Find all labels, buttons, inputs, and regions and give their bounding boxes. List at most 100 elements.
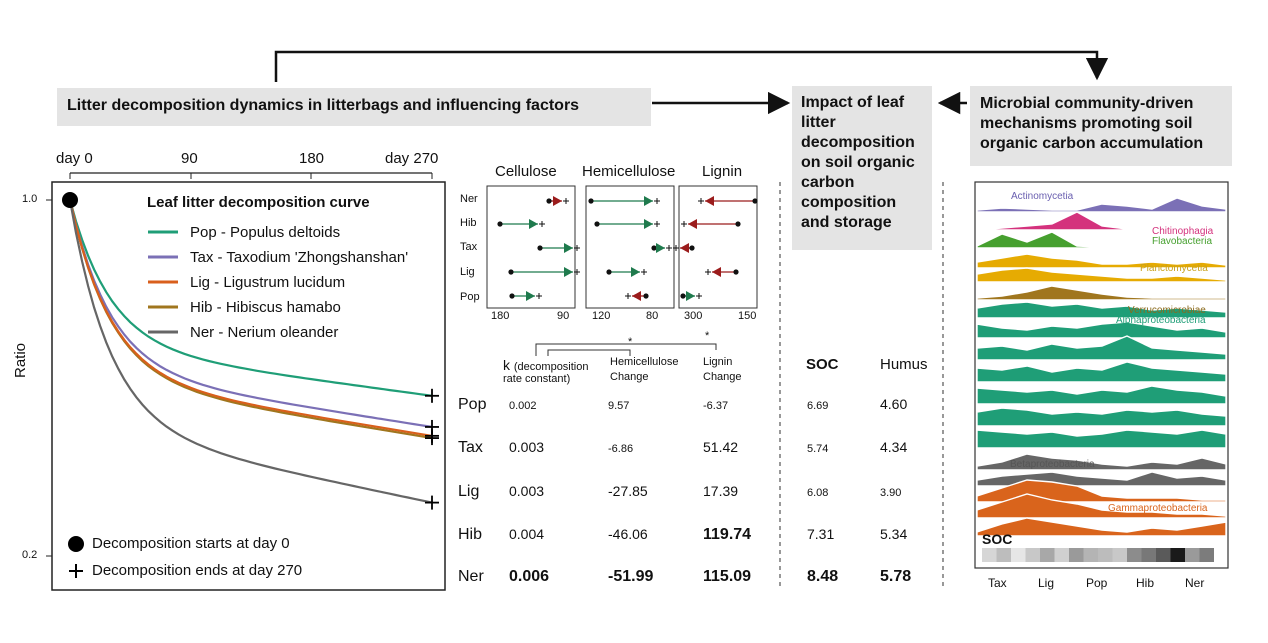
- end-marker: [425, 388, 439, 403]
- legend-item-hib: Hib - Hibiscus hamabo: [190, 299, 341, 316]
- component-panel-box: [486, 185, 576, 309]
- ridge-5: [976, 285, 1227, 301]
- header-right-line: mechanisms promoting soil: [980, 115, 1193, 132]
- ridge-16: [976, 493, 1227, 519]
- legend-end-marker: [69, 564, 83, 578]
- table-cell-name: Lig: [458, 483, 480, 500]
- taxon-label: Actinomycetia: [1011, 191, 1074, 202]
- table-cell-soc: 8.48: [807, 568, 839, 585]
- table-cell-name: Ner: [458, 568, 484, 585]
- connector-arrows: [274, 50, 1109, 115]
- panel-tick: 80: [646, 310, 659, 322]
- soc-bar-cell: [1141, 548, 1156, 562]
- table-cell-humus: 5.78: [880, 568, 912, 585]
- soc-bar-cell: [982, 548, 997, 562]
- microbe-panel: [974, 181, 1229, 569]
- k-header: k (decomposition: [503, 357, 589, 373]
- soc-bar-cell: [1098, 548, 1113, 562]
- legend-item-lig: Lig - Ligustrum lucidum: [190, 274, 346, 291]
- change-arrow: [546, 196, 569, 206]
- header-microbial: Microbial community-driven mechanisms pr…: [970, 86, 1232, 166]
- table-cell-k: 0.003: [509, 439, 545, 455]
- soc-bar-cell: [1185, 548, 1200, 562]
- ridge-4: [976, 267, 1227, 283]
- top-axis-label: day 270: [385, 150, 439, 167]
- table-cell-humus: 3.90: [880, 487, 902, 499]
- soc-bar-cell: [1011, 548, 1026, 562]
- table-cell-hemi: 9.57: [608, 400, 630, 412]
- taxon-label: Alphaproteobacteria: [1116, 315, 1206, 326]
- change-arrow: [508, 267, 580, 277]
- ridgelines: [976, 197, 1227, 537]
- taxon-label: Verrucomicrobiae: [1128, 305, 1206, 316]
- table-cell-soc: 6.08: [807, 487, 829, 499]
- table-cell-humus: 5.34: [880, 526, 908, 542]
- taxon-label: Gammaproteobacteria: [1108, 503, 1208, 514]
- ridge-3: [976, 253, 1227, 269]
- panel-row-label: Pop: [460, 291, 480, 303]
- header-mid-line: on soil organic: [801, 154, 915, 171]
- table-cell-lignin: 17.39: [703, 483, 739, 499]
- decay-curve-tax: [68, 199, 433, 428]
- panel-tick: 120: [592, 310, 611, 322]
- microbe-x-label: Pop: [1086, 576, 1108, 590]
- change-arrow: [681, 219, 741, 229]
- soc-header: SOC: [806, 356, 839, 373]
- humus-header: Humus: [880, 356, 928, 373]
- soc-bar-cell: [1040, 548, 1055, 562]
- header-right-line: organic carbon accumulation: [980, 135, 1204, 152]
- header-mid-line: Impact of leaf: [801, 94, 905, 111]
- table-cell-humus: 4.60: [880, 396, 908, 412]
- header-mid-line: carbon: [801, 174, 855, 191]
- ridge-10: [976, 385, 1227, 405]
- significance-brackets: [535, 343, 717, 356]
- taxon-label: Chitinophagia: [1152, 226, 1214, 237]
- ridge-8: [976, 335, 1227, 361]
- decay-chart-frame: [51, 181, 446, 591]
- header-mid-line: litter: [801, 114, 836, 131]
- soc-bar-cell: [1083, 548, 1098, 562]
- lignin-header: Lignin: [703, 356, 733, 368]
- marker-note-start: Decomposition starts at day 0: [92, 535, 290, 552]
- decay-chart: [46, 172, 446, 591]
- microbe-x-label: Ner: [1185, 576, 1205, 590]
- table-cell-hemi: -6.86: [608, 443, 634, 455]
- soc-bar-cell: [1025, 548, 1040, 562]
- legend-title: Leaf litter decomposition curve: [147, 194, 370, 211]
- top-axis-label: day 0: [56, 150, 93, 167]
- header-mid-line: decomposition: [801, 134, 915, 151]
- soc-bar-cell: [1069, 548, 1084, 562]
- table-cell-k: 0.004: [509, 526, 545, 542]
- end-marker: [425, 495, 439, 510]
- table-cell-hemi: -27.85: [608, 483, 648, 499]
- ridge-0: [976, 197, 1227, 213]
- decay-curves: [68, 199, 433, 504]
- change-arrow: [606, 267, 647, 277]
- panel-tick: 300: [684, 310, 703, 322]
- significance-star: *: [705, 330, 710, 342]
- microbe-x-label: Lig: [1038, 576, 1055, 590]
- decay-curve-pop: [68, 199, 433, 397]
- change-arrow: [509, 291, 542, 301]
- legend-item-pop: Pop - Populus deltoids: [190, 224, 341, 241]
- table-cell-k: 0.002: [509, 400, 537, 412]
- significance-star: *: [628, 336, 633, 348]
- panel-tick: 180: [491, 310, 510, 322]
- change-arrow: [497, 219, 545, 229]
- panel-row-label: Tax: [460, 241, 478, 253]
- soc-gradient-bar: [982, 548, 1214, 562]
- change-arrow: [588, 196, 660, 206]
- table-cell-soc: 7.31: [807, 526, 835, 542]
- ridge-7: [976, 321, 1227, 339]
- soc-bar-cell: [1127, 548, 1142, 562]
- table-cell-lignin: -6.37: [703, 400, 729, 412]
- ridge-9: [976, 361, 1227, 383]
- table-cell-name: Pop: [458, 396, 487, 413]
- top-feedback-arrow: [274, 50, 1109, 82]
- panel-row-label: Ner: [460, 193, 478, 205]
- ridge-17: [976, 517, 1227, 537]
- soc-bar-cell: [996, 548, 1011, 562]
- ridge-11: [976, 407, 1227, 427]
- header-litter-decomposition: Litter decomposition dynamics in litterb…: [57, 88, 651, 126]
